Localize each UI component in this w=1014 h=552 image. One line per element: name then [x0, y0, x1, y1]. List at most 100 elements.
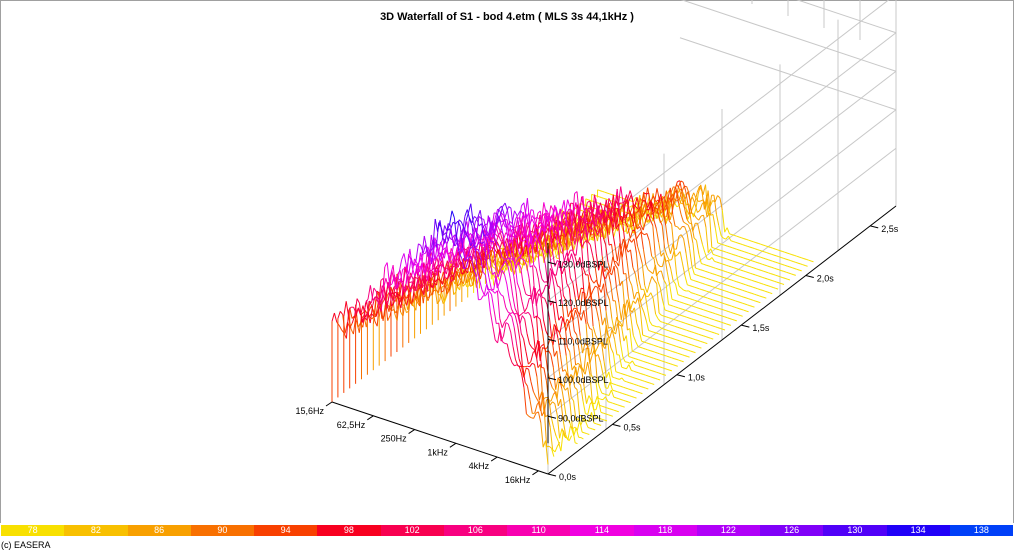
- waterfall-slice-segment: [722, 283, 726, 286]
- time-tick-label: 0,0s: [559, 472, 577, 482]
- waterfall-slice-segment: [753, 299, 756, 302]
- waterfall-slice-segment: [704, 316, 708, 318]
- waterfall-slice-segment: [584, 292, 588, 322]
- waterfall-slice-segment: [662, 321, 666, 324]
- waterfall-slice-segment: [612, 231, 616, 247]
- waterfall-slice-segment: [636, 352, 640, 354]
- waterfall-slice-segment: [548, 350, 552, 356]
- waterfall-slice-segment: [515, 261, 519, 269]
- waterfall-slice-segment: [618, 302, 622, 320]
- waterfall-slice-segment: [621, 392, 625, 395]
- waterfall-slice-segment: [559, 318, 563, 333]
- waterfall-slice-segment: [630, 249, 634, 268]
- waterfall-slice-segment: [605, 310, 609, 329]
- waterfall-slice-segment: [722, 257, 726, 259]
- waterfall-slice-segment: [665, 335, 668, 338]
- waterfall-slice-segment: [543, 410, 548, 447]
- waterfall-slice-segment: [371, 287, 375, 303]
- waterfall-slice-segment: [703, 289, 707, 292]
- waterfall-slice-segment: [739, 301, 743, 304]
- waterfall-slice-segment: [602, 373, 606, 388]
- waterfall-slice-segment: [536, 221, 540, 234]
- waterfall-slice-segment: [499, 266, 504, 273]
- waterfall-slice-segment: [685, 322, 689, 325]
- waterfall-slice-segment: [460, 273, 464, 287]
- waterfall-slice-segment: [617, 268, 621, 286]
- waterfall-slice-segment: [625, 335, 630, 357]
- waterfall-slice-segment: [682, 341, 685, 343]
- waterfall-slice-segment: [557, 399, 562, 407]
- waterfall-slice-segment: [481, 289, 485, 296]
- waterfall-slice-segment: [562, 430, 567, 439]
- waterfall-slice-segment: [736, 281, 739, 283]
- waterfall-slice-segment: [791, 267, 795, 269]
- waterfall-slice-segment: [508, 258, 512, 264]
- waterfall-slice-segment: [543, 319, 547, 332]
- waterfall-slice-segment: [512, 312, 516, 316]
- waterfall-slice-segment: [639, 254, 643, 265]
- waterfall-slice-segment: [728, 324, 732, 326]
- waterfall-slice-segment: [644, 335, 648, 338]
- waterfall-slice-segment: [603, 283, 607, 311]
- waterfall-slice-segment: [614, 188, 618, 209]
- waterfall-slice-segment: [733, 293, 737, 296]
- level-tick: [547, 300, 557, 304]
- waterfall-slice-segment: [678, 320, 681, 323]
- waterfall-slice-segment: [592, 285, 596, 291]
- waterfall-slice-segment: [435, 264, 439, 270]
- waterfall-slice-segment: [632, 335, 637, 342]
- waterfall-slice-segment: [687, 310, 691, 313]
- waterfall-slice-segment: [731, 292, 735, 295]
- waterfall-slice-segment: [516, 313, 520, 316]
- waterfall-slice-segment: [622, 356, 626, 363]
- waterfall-slice-segment: [502, 234, 506, 249]
- waterfall-slice-segment: [681, 185, 685, 192]
- waterfall-slice-segment: [648, 343, 652, 345]
- waterfall-slice-segment: [693, 332, 697, 334]
- waterfall-slice-segment: [678, 359, 682, 362]
- waterfall-slice-segment: [468, 239, 472, 247]
- waterfall-slice-segment: [618, 248, 622, 267]
- waterfall-slice-segment: [715, 313, 718, 315]
- waterfall-slice-segment: [570, 209, 574, 214]
- waterfall-slice-segment: [617, 404, 621, 407]
- waterfall-slice-segment: [673, 331, 677, 334]
- waterfall-slice-segment: [658, 193, 662, 203]
- waterfall-slice-segment: [503, 273, 508, 285]
- waterfall-slice-segment: [599, 190, 603, 192]
- waterfall-slice-segment: [569, 212, 573, 226]
- waterfall-slice-segment: [643, 311, 647, 321]
- waterfall-slice-segment: [428, 278, 433, 298]
- waterfall-slice-segment: [551, 271, 555, 287]
- waterfall-slice-segment: [800, 263, 803, 266]
- waterfall-slice-segment: [468, 234, 472, 246]
- waterfall-slice-segment: [671, 357, 675, 360]
- waterfall-slice-segment: [749, 279, 752, 281]
- waterfall-slice-segment: [759, 262, 763, 265]
- level-tick: [547, 415, 557, 419]
- waterfall-slice-segment: [496, 260, 500, 265]
- waterfall-slice-segment: [508, 206, 512, 209]
- waterfall-slice-segment: [651, 255, 655, 260]
- waterfall-slice-segment: [398, 259, 403, 273]
- waterfall-slice-segment: [655, 201, 659, 207]
- waterfall-slice-segment: [566, 283, 570, 289]
- waterfall-slice-segment: [525, 242, 529, 246]
- waterfall-slice-segment: [535, 268, 539, 280]
- waterfall-slice-segment: [552, 272, 556, 277]
- waterfall-slice-segment: [399, 269, 404, 282]
- waterfall-slice-segment: [550, 220, 555, 233]
- waterfall-slice-segment: [411, 258, 415, 275]
- waterfall-slice-segment: [626, 381, 630, 384]
- waterfall-slice-segment: [778, 256, 782, 258]
- waterfall-slice-segment: [541, 391, 545, 414]
- waterfall-slice-segment: [659, 287, 664, 301]
- waterfall-slice-segment: [713, 195, 717, 215]
- waterfall-slice-segment: [629, 328, 633, 352]
- waterfall-slice-segment: [516, 282, 521, 290]
- waterfall-slice-segment: [566, 437, 570, 442]
- waterfall-slice-segment: [690, 230, 694, 244]
- waterfall-slice-segment: [477, 237, 481, 242]
- waterfall-slice-segment: [628, 209, 632, 216]
- waterfall-slice-segment: [687, 284, 690, 287]
